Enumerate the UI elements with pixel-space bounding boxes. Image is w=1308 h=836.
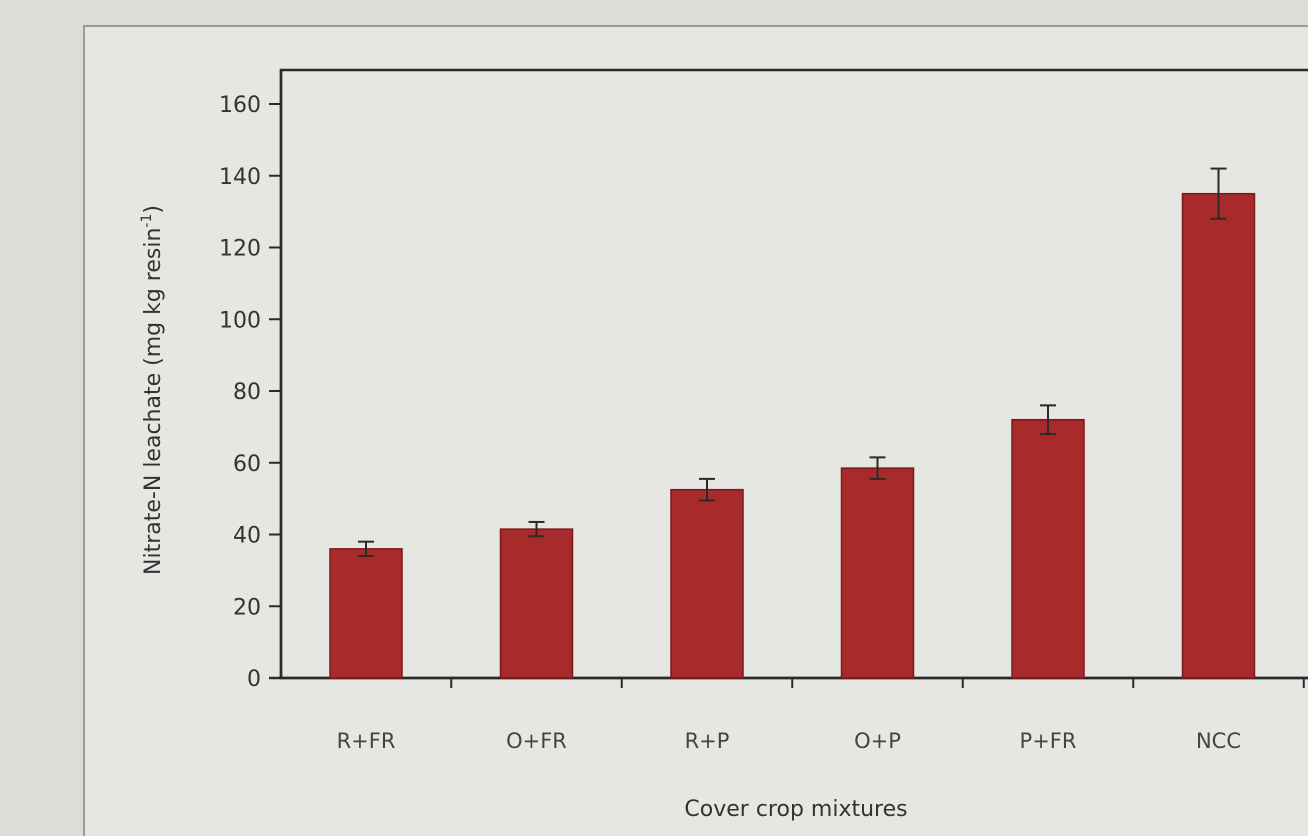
figure-background	[84, 26, 1308, 836]
x-axis-title: Cover crop mixtures	[684, 797, 907, 822]
y-axis: 0 20 40 60 80 100 120 140 160	[219, 70, 283, 692]
y-axis-title-superscript: -1	[139, 214, 155, 228]
y-tick-label: 40	[233, 524, 261, 549]
bar-o-fr	[499, 528, 574, 679]
bar-r-fr	[329, 548, 403, 679]
y-tick-label: 120	[219, 237, 261, 262]
y-tick-label: 0	[247, 667, 261, 692]
bar-o-p	[840, 467, 915, 679]
y-tick-label: 140	[219, 165, 261, 190]
x-tick-label: NCC	[1196, 729, 1241, 753]
y-axis-title-close: )	[141, 205, 166, 214]
figure-frame	[83, 25, 1308, 836]
y-axis-title: Nitrate-N leachate (mg kg resin-1)	[139, 205, 166, 575]
error-bars	[358, 167, 1227, 558]
x-tick-label: P+FR	[1020, 729, 1077, 753]
x-tick-label: O+FR	[506, 729, 567, 753]
y-tick-label: 20	[233, 595, 261, 620]
x-tick-label: R+P	[685, 729, 730, 753]
bar-p-fr	[1011, 418, 1085, 679]
x-tick-label: R+FR	[337, 729, 396, 753]
y-tick-label: 80	[233, 380, 261, 405]
x-tick-label: O+P	[854, 729, 901, 753]
y-axis-title-main: Nitrate-N leachate (mg kg resin	[141, 228, 166, 575]
y-tick-label: 160	[219, 93, 261, 118]
y-tick-label: 100	[219, 308, 261, 333]
bar-ncc	[1181, 192, 1256, 679]
y-tick-label: 60	[233, 452, 261, 477]
x-axis: R+FR O+FR R+P O+P P+FR NCC	[269, 676, 1308, 753]
bar-r-p	[670, 488, 744, 679]
